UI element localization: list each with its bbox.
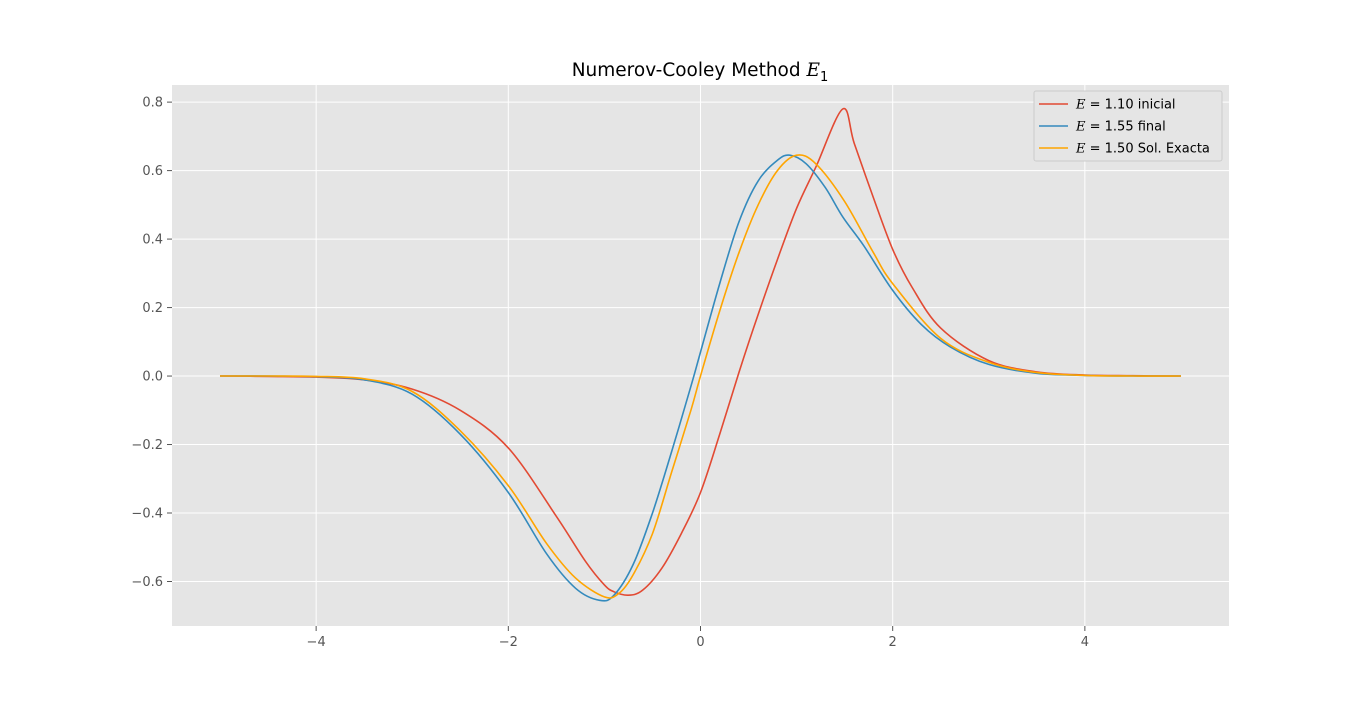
y-tick-label: 0.4 (142, 233, 163, 248)
x-tick-label: 2 (889, 635, 897, 650)
x-tick-label: 0 (696, 635, 704, 650)
y-tick-label: −0.4 (131, 507, 163, 522)
y-tick-label: −0.2 (131, 438, 163, 453)
plot-area (172, 85, 1229, 626)
x-tick-label: −2 (499, 635, 518, 650)
y-tick-label: −0.6 (131, 575, 163, 590)
legend-label-3: E = 1.50 Sol. Exacta (1075, 142, 1210, 157)
legend-label-2: E = 1.55 final (1075, 120, 1166, 135)
legend-label-symbol: E (1075, 142, 1086, 157)
legend-label-text: = 1.55 final (1086, 120, 1166, 135)
y-tick-label: 0.6 (142, 164, 163, 179)
legend-label-text: = 1.10 inicial (1086, 98, 1176, 113)
legend-box (1033, 90, 1223, 162)
series-line-1 (219, 107, 1182, 597)
chart-title-symbol: E (806, 60, 821, 81)
chart-title-prefix: Numerov-Cooley Method (572, 60, 807, 81)
x-tick-label: −4 (307, 635, 326, 650)
legend-label-1: E = 1.10 inicial (1075, 98, 1176, 113)
grid-lines (172, 85, 1229, 626)
series-line-3 (220, 154, 1182, 599)
x-tick-label: 4 (1081, 635, 1089, 650)
legend-label-symbol: E (1075, 120, 1086, 135)
x-axis-ticks: −4 −2 0 2 4 (307, 626, 1089, 650)
series-line-2 (219, 154, 1182, 602)
y-tick-label: 0.0 (142, 370, 163, 385)
series-lines (219, 107, 1182, 602)
chart-title-subscript: 1 (820, 70, 828, 85)
y-tick-label: 0.2 (142, 301, 163, 316)
chart-title: Numerov-Cooley Method E1 (572, 60, 829, 85)
y-axis-ticks: −0.6 −0.4 −0.2 0.0 0.2 0.4 0.6 0.8 (131, 96, 172, 590)
legend-label-symbol: E (1075, 98, 1086, 113)
legend-label-text: = 1.50 Sol. Exacta (1086, 142, 1210, 157)
y-tick-label: 0.8 (142, 96, 163, 111)
